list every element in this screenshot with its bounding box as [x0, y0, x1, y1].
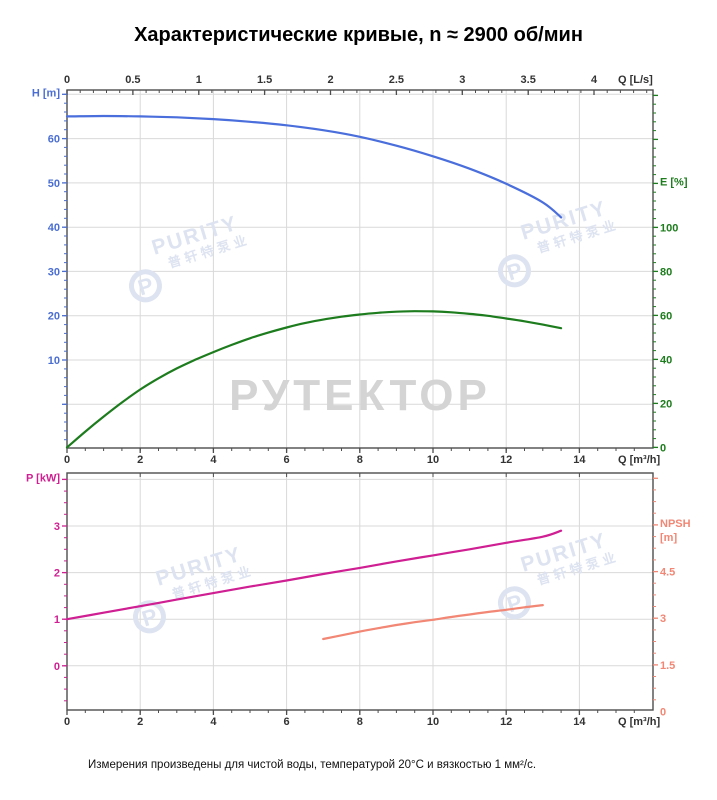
- power-curve: [65, 529, 563, 621]
- left-axis-unit-label: P [kW]: [26, 472, 60, 484]
- right-tick-label: 4.5: [660, 567, 675, 579]
- measurement-note: Измерения произведены для чистой воды, т…: [88, 759, 537, 771]
- left-tick-label: 3: [54, 521, 60, 533]
- top-x-axis-unit-label: Q [L/s]: [618, 74, 653, 86]
- purity-logo-glyph: P: [135, 272, 156, 300]
- x-tick-label: 8: [357, 716, 363, 728]
- top-x-tick-label: 1: [196, 74, 202, 86]
- top-x-tick-label: 0.5: [125, 74, 140, 86]
- right-tick-label: 0: [660, 442, 666, 454]
- top-x-tick-label: 3: [459, 74, 465, 86]
- left-tick-label: 30: [48, 266, 60, 278]
- head-efficiency-x-axis: 0 2 4 6 8 10 12 14 Q [m³/h] 0 0.5 1 1.5 2 2.5 3 3.5 4 Q [L…: [64, 74, 661, 466]
- head-efficiency-left-axis: 60 50 40 30 20 10 H [m]: [32, 87, 67, 441]
- top-x-tick-label: 0: [64, 74, 70, 86]
- x-tick-label: 0: [64, 454, 70, 466]
- x-tick-label: 14: [573, 454, 586, 466]
- right-tick-label: 0: [660, 707, 666, 719]
- x-tick-label: 4: [210, 716, 217, 728]
- x-tick-label: 6: [284, 454, 290, 466]
- head-efficiency-gridlines: [67, 90, 653, 448]
- purity-logo-icon: [128, 269, 162, 303]
- power-npsh-curves: [65, 529, 563, 641]
- power-npsh-x-axis: 0 2 4 6 8 10 12 14 Q [m³/h]: [64, 473, 660, 728]
- purity-logo-glyph: P: [504, 257, 525, 285]
- right-axis-unit-label: [m]: [660, 532, 677, 544]
- x-tick-label: 2: [137, 716, 143, 728]
- x-tick-label: 12: [500, 716, 512, 728]
- right-tick-label: 3: [660, 613, 666, 625]
- right-tick-label: 100: [660, 222, 678, 234]
- x-axis-unit-label: Q [m³/h]: [618, 716, 660, 728]
- left-tick-label: 0: [54, 661, 60, 673]
- x-tick-label: 14: [573, 716, 586, 728]
- right-tick-label: 20: [660, 398, 672, 410]
- watermarks: PPURITY普轩特泵业PPURITY普轩特泵业PPURITY普轩特泵业PPUR…: [128, 197, 621, 634]
- top-x-tick-label: 4: [591, 74, 598, 86]
- page-title: Характеристические кривые, n ≈ 2900 об/м…: [134, 24, 583, 46]
- right-tick-label: 80: [660, 266, 672, 278]
- right-axis-unit-label: E [%]: [660, 176, 688, 188]
- x-tick-label: 10: [427, 716, 439, 728]
- purity-logo-icon: [497, 254, 531, 288]
- top-x-tick-label: 2.5: [389, 74, 404, 86]
- purity-logo-icon: [132, 600, 166, 634]
- power-npsh-gridlines: [67, 473, 653, 710]
- purity-logo-icon: [497, 586, 531, 620]
- left-tick-label: 60: [48, 134, 60, 146]
- right-tick-label: 1.5: [660, 660, 675, 672]
- left-axis-unit-label: H [m]: [32, 87, 60, 99]
- power-npsh-left-axis: 3 2 1 0 P [kW]: [26, 472, 67, 702]
- head-curve: [65, 114, 563, 219]
- x-tick-label: 0: [64, 716, 70, 728]
- brand-watermark-text: РУТЕКТОР: [229, 371, 491, 420]
- x-tick-label: 4: [210, 454, 217, 466]
- right-tick-label: 40: [660, 354, 672, 366]
- left-tick-label: 2: [54, 568, 60, 580]
- right-tick-label: 60: [660, 310, 672, 322]
- power-npsh-right-axis: 4.5 3 1.5 0 NPSH [m]: [653, 477, 691, 719]
- head-efficiency-right-axis: 100 80 60 40 20 0 E [%]: [653, 94, 688, 454]
- x-tick-label: 6: [284, 716, 290, 728]
- top-x-tick-label: 2: [327, 74, 333, 86]
- left-tick-label: 50: [48, 178, 60, 190]
- left-tick-label: 10: [48, 355, 60, 367]
- efficiency-curve: [65, 310, 563, 449]
- left-tick-label: 1: [54, 614, 60, 626]
- head-efficiency-curves: [65, 114, 563, 449]
- right-axis-unit-label: NPSH: [660, 518, 691, 530]
- left-tick-label: 20: [48, 311, 60, 323]
- x-tick-label: 10: [427, 454, 439, 466]
- x-axis-unit-label: Q [m³/h]: [618, 454, 660, 466]
- top-x-tick-label: 1.5: [257, 74, 272, 86]
- top-x-tick-label: 3.5: [521, 74, 536, 86]
- purity-logo-glyph: P: [139, 603, 160, 631]
- x-tick-label: 12: [500, 454, 512, 466]
- npsh-curve: [322, 604, 544, 641]
- x-tick-label: 8: [357, 454, 363, 466]
- left-tick-label: 40: [48, 222, 60, 234]
- x-tick-label: 2: [137, 454, 143, 466]
